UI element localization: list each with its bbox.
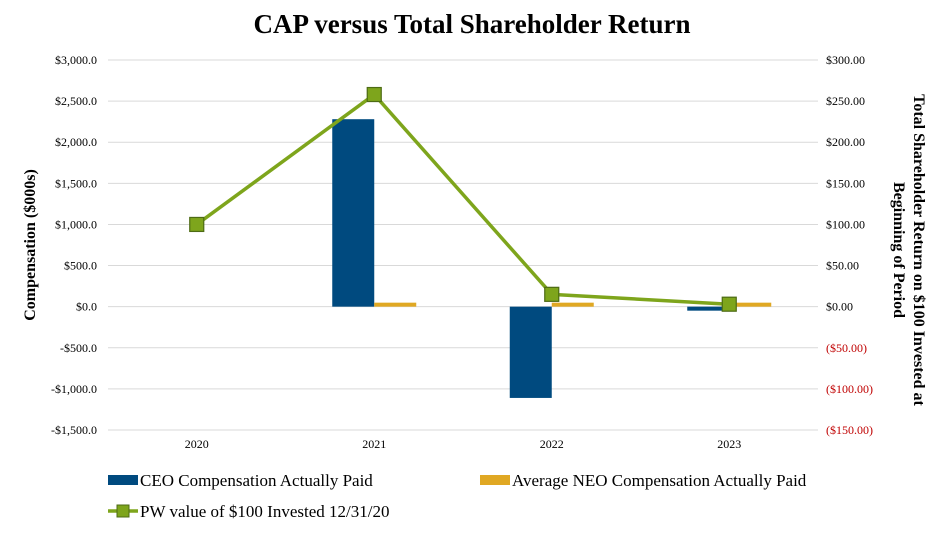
left-tick-label: $1,500.0 xyxy=(55,176,97,190)
right-tick-label: ($150.00) xyxy=(826,423,873,437)
x-tick-label: 2020 xyxy=(185,437,209,451)
left-axis-title: Compensation ($000s) xyxy=(22,169,39,321)
tsr-marker-2020 xyxy=(189,216,205,233)
right-axis-title-line-2: Beginning of Period xyxy=(890,182,907,318)
right-tick-label: ($100.00) xyxy=(826,382,873,396)
legend-swatch-ceo xyxy=(108,475,138,485)
left-tick-label: -$1,000.0 xyxy=(51,382,97,396)
right-tick-label: $50.00 xyxy=(826,259,859,273)
legend-swatch-neo xyxy=(480,475,510,485)
chart-title: CAP versus Total Shareholder Return xyxy=(253,9,690,39)
tsr-line xyxy=(195,92,730,306)
x-axis-ticks: 2020 2021 2022 2023 xyxy=(185,437,742,451)
right-tick-label: $200.00 xyxy=(826,135,865,149)
legend-marker-tsr xyxy=(116,504,130,518)
right-axis-title-line-1: Total Shareholder Return on $100 Investe… xyxy=(910,94,927,406)
legend-label-ceo: CEO Compensation Actually Paid xyxy=(140,471,373,490)
right-tick-label: $300.00 xyxy=(826,53,865,67)
tsr-marker-2022 xyxy=(544,286,560,302)
bar-neo-2021 xyxy=(374,302,417,307)
bar-series xyxy=(332,119,772,398)
right-tick-label: $100.00 xyxy=(826,217,865,231)
x-tick-label: 2021 xyxy=(362,437,386,451)
legend: CEO Compensation Actually Paid Average NE… xyxy=(108,471,807,521)
right-tick-label: $250.00 xyxy=(826,94,865,108)
right-tick-label: $0.00 xyxy=(826,300,853,314)
bar-ceo-2022 xyxy=(509,306,552,398)
tsr-marker-2021 xyxy=(366,86,382,103)
bar-ceo-2021 xyxy=(332,119,375,307)
left-tick-label: -$1,500.0 xyxy=(51,423,97,437)
bar-neo-2022 xyxy=(551,302,594,307)
left-axis-ticks: $3,000.0 $2,500.0 $2,000.0 $1,500.0 $1,000.0… xyxy=(51,53,97,437)
legend-label-neo: Average NEO Compensation Actually Paid xyxy=(512,471,807,490)
tsr-marker-2023 xyxy=(721,296,737,312)
line-series xyxy=(189,86,737,312)
right-tick-label: $150.00 xyxy=(826,176,865,190)
right-tick-label: ($50.00) xyxy=(826,341,867,355)
left-tick-label: $500.0 xyxy=(64,259,97,273)
left-tick-label: -$500.0 xyxy=(60,341,97,355)
legend-label-tsr: PW value of $100 Invested 12/31/20 xyxy=(140,502,389,521)
bar-ceo-2023 xyxy=(687,306,730,311)
left-tick-label: $0.0 xyxy=(76,300,97,314)
left-tick-label: $2,000.0 xyxy=(55,135,97,149)
left-tick-label: $1,000.0 xyxy=(55,217,97,231)
x-tick-label: 2023 xyxy=(717,437,741,451)
right-axis-ticks: $300.00 $250.00 $200.00 $150.00 $100.00 $50.0… xyxy=(826,53,873,437)
gridlines xyxy=(108,59,818,431)
left-tick-label: $2,500.0 xyxy=(55,94,97,108)
x-tick-label: 2022 xyxy=(540,437,564,451)
bar-neo-2023 xyxy=(729,302,772,307)
left-tick-label: $3,000.0 xyxy=(55,53,97,67)
